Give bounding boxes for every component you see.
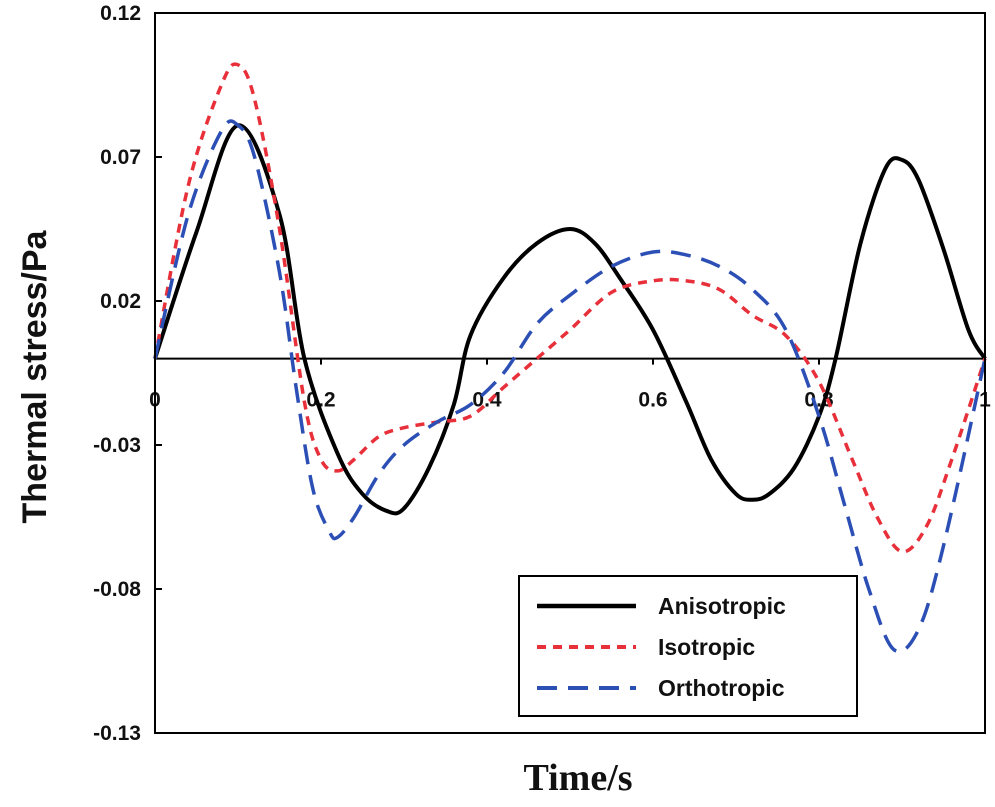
legend-label-isotropic: Isotropic <box>658 634 755 660</box>
y-tick-label: -0.03 <box>93 434 141 457</box>
legend: Anisotropic Isotropic Orthotropic <box>518 575 858 717</box>
y-axis-label: Thermal stress/Pa <box>16 229 54 523</box>
series-line-anisotropic <box>153 123 987 516</box>
series-line-isotropic <box>153 62 987 554</box>
series-layer <box>153 62 987 654</box>
legend-label-orthotropic: Orthotropic <box>658 675 785 701</box>
y-tick-label: 0.02 <box>100 290 141 313</box>
series-line-orthotropic <box>153 119 987 654</box>
y-tick-label: -0.13 <box>93 722 141 745</box>
y-tick-label: -0.08 <box>93 578 141 601</box>
x-tick-label: 0.6 <box>638 389 667 412</box>
y-axis-ticks: 0.12 0.07 0.02 -0.03 -0.08 -0.13 <box>93 2 162 745</box>
y-tick-label: 0.07 <box>100 146 141 169</box>
y-tick-label: 0.12 <box>100 2 141 25</box>
plot-frame <box>154 12 986 734</box>
legend-label-anisotropic: Anisotropic <box>658 593 786 619</box>
x-axis-ticks: 0 0.2 0.4 0.6 0.8 1 <box>149 358 991 412</box>
x-axis-label: Time/s <box>523 757 632 799</box>
